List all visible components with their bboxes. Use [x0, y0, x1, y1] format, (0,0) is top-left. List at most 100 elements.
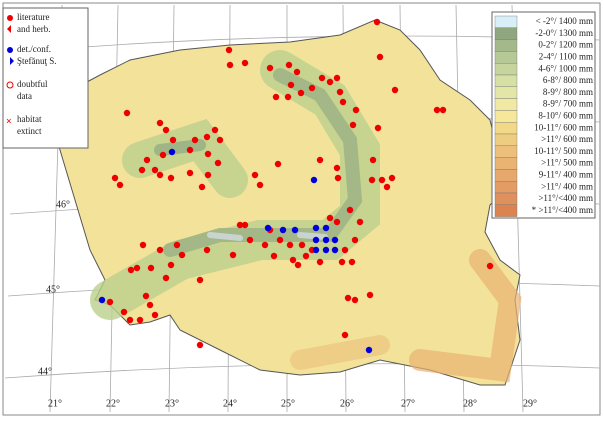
- record-literature: [351, 236, 359, 244]
- record-confirmed: [168, 148, 176, 156]
- record-literature: [106, 298, 114, 306]
- record-literature: [246, 236, 254, 244]
- longitude-label: 24°: [223, 398, 237, 409]
- record-confirmed: [322, 236, 330, 244]
- climate-swatch: [494, 63, 518, 76]
- longitude-label: 25°: [281, 398, 295, 409]
- latitude-label: 46°: [56, 199, 70, 210]
- longitude-label: 22°: [106, 398, 120, 409]
- climate-label: 10-11°/ 500 mm: [534, 146, 593, 156]
- record-literature: [226, 61, 234, 69]
- legend-blue-dot: [7, 47, 13, 53]
- climate-swatch: [494, 39, 518, 52]
- record-literature: [136, 316, 144, 324]
- record-literature: [204, 150, 212, 158]
- record-literature: [156, 119, 164, 127]
- climate-swatch: [494, 15, 518, 29]
- record-literature: [318, 74, 326, 82]
- record-literature: [214, 159, 222, 167]
- climate-swatch: [494, 192, 518, 206]
- record-literature: [123, 109, 131, 117]
- climate-label: 4-6°/ 1000 mm: [538, 63, 593, 73]
- record-literature: [178, 251, 186, 259]
- record-literature: [203, 246, 211, 254]
- record-literature: [298, 241, 306, 249]
- record-literature: [366, 291, 374, 299]
- legend-box: [2, 7, 89, 149]
- record-literature: [146, 301, 154, 309]
- record-literature: [348, 258, 356, 266]
- record-literature: [266, 64, 274, 72]
- record-literature: [147, 264, 155, 272]
- record-confirmed: [312, 236, 320, 244]
- climate-legend: < -2°/ 1400 mm -2-0°/ 1300 mm 0-2°/ 1200 m…: [491, 11, 596, 219]
- record-literature: [211, 126, 219, 134]
- record-literature: [274, 160, 282, 168]
- record-literature: [204, 171, 212, 179]
- record-literature: [286, 241, 294, 249]
- legend-red-half: [7, 25, 11, 33]
- record-literature: [191, 136, 199, 144]
- climate-label: 0-2°/ 1200 mm: [538, 40, 593, 50]
- climate-swatch: [494, 74, 518, 88]
- record-literature: [196, 341, 204, 349]
- longitude-label: 26°: [340, 398, 354, 409]
- record-literature: [341, 246, 349, 254]
- record-literature: [285, 61, 293, 69]
- record-literature: [241, 59, 249, 67]
- climate-label: < -2°/ 1400 mm: [536, 16, 593, 26]
- record-literature: [162, 126, 170, 134]
- climate-label: -2-0°/ 1300 mm: [535, 28, 593, 38]
- legend-blue-half: [10, 57, 14, 65]
- record-literature: [186, 169, 194, 177]
- map-frame: [2, 2, 601, 416]
- record-literature: [143, 156, 151, 164]
- record-literature: [338, 258, 346, 266]
- record-literature: [293, 68, 301, 76]
- record-literature: [352, 106, 360, 114]
- climate-label: 8-10°/ 600 mm: [538, 110, 593, 120]
- record-literature: [261, 241, 269, 249]
- record-literature: [294, 261, 302, 269]
- record-literature: [356, 218, 364, 226]
- record-literature: [391, 86, 399, 94]
- record-literature: [156, 171, 164, 179]
- legend-label: Ştefănuţ S.: [17, 56, 57, 66]
- climate-swatch: [494, 110, 518, 123]
- record-literature: [308, 84, 316, 92]
- record-literature: [341, 331, 349, 339]
- record-literature: [225, 46, 233, 54]
- symbol-legend-text: literature and herb. det./conf. Ştefănuţ S.…: [17, 12, 57, 136]
- legend-label: habitat: [17, 114, 42, 124]
- record-literature: [284, 93, 292, 101]
- record-literature: [151, 166, 159, 174]
- longitude-label: 29°: [523, 398, 537, 409]
- record-literature: [142, 292, 150, 300]
- record-literature: [162, 274, 170, 282]
- record-literature: [333, 164, 341, 172]
- record-confirmed: [98, 296, 106, 304]
- record-literature: [159, 151, 167, 159]
- record-literature: [433, 106, 441, 114]
- longitude-label: 27°: [401, 398, 415, 409]
- climate-label: 8-9°/ 700 mm: [543, 99, 593, 109]
- record-literature: [287, 81, 295, 89]
- climate-label: 10-11°/ 600 mm: [534, 122, 593, 132]
- relief: [90, 50, 522, 383]
- legend-label: det./conf.: [17, 44, 51, 54]
- record-confirmed: [365, 346, 373, 354]
- record-literature: [167, 261, 175, 269]
- record-literature: [351, 296, 359, 304]
- legend-cross: ×: [6, 116, 12, 127]
- record-literature: [369, 156, 377, 164]
- record-literature: [196, 276, 204, 284]
- climate-label: 9-11°/ 400 mm: [539, 169, 593, 179]
- record-literature: [138, 166, 146, 174]
- record-literature: [198, 183, 206, 191]
- record-literature: [203, 133, 211, 141]
- record-literature: [167, 174, 175, 182]
- record-literature: [289, 256, 297, 264]
- climate-swatch: [494, 27, 518, 40]
- record-literature: [316, 258, 324, 266]
